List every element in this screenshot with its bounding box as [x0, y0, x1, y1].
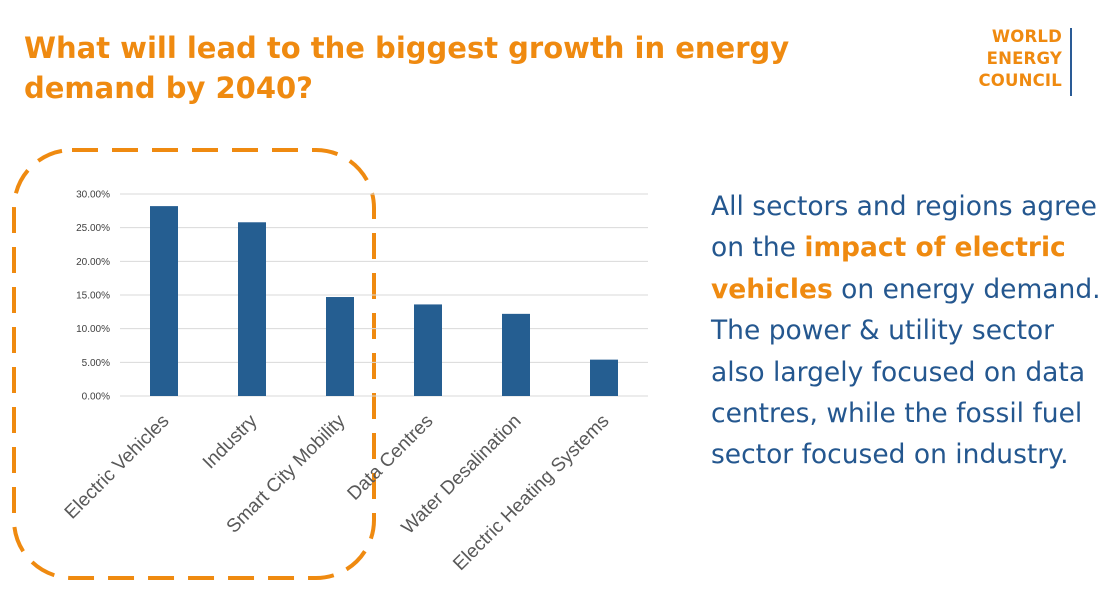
page-title: What will lead to the biggest growth in …: [24, 28, 864, 108]
y-tick-label: 15.00%: [76, 291, 110, 302]
y-tick-label: 20.00%: [76, 257, 110, 268]
title-line-2: demand by 2040?: [24, 71, 314, 105]
gridlines: [120, 193, 648, 397]
bar: [414, 304, 442, 396]
bars: [150, 206, 618, 396]
x-tick-label: Data Centres: [344, 411, 438, 505]
logo-divider: [1069, 28, 1072, 96]
bar: [590, 359, 618, 396]
y-axis-ticks: 0.00% 5.00% 10.00% 15.00% 20.00% 25.00% 30.00%: [76, 190, 110, 403]
logo-line-world: WORLD: [991, 27, 1062, 46]
logo-line-council: COUNCIL: [978, 71, 1062, 90]
bar: [238, 222, 266, 396]
summary-text: All sectors and regions agree on the imp…: [711, 186, 1101, 476]
bar-chart: 0.00% 5.00% 10.00% 15.00% 20.00% 25.00% 30.00%…: [0, 130, 680, 608]
summary-part-2: on energy demand. The power & utility se…: [711, 273, 1101, 471]
x-tick-label: Electric Heating Systems: [449, 411, 613, 575]
bar: [502, 313, 530, 396]
bar-chart-svg: 0.00% 5.00% 10.00% 15.00% 20.00% 25.00% 30.00%…: [12, 148, 648, 580]
bar: [326, 297, 354, 396]
world-energy-council-logo: WORLD ENERGY COUNCIL: [952, 26, 1076, 98]
x-tick-label: Electric Vehicles: [61, 411, 174, 524]
title-line-1: What will lead to the biggest growth in …: [24, 31, 790, 65]
summary-highlight: impact of electric vehicles: [711, 232, 1066, 305]
y-tick-label: 10.00%: [76, 324, 110, 335]
summary-part-1: All sectors and regions agree on the: [711, 191, 1097, 264]
logo-text: WORLD ENERGY COUNCIL: [978, 26, 1062, 92]
x-tick-label: Industry: [199, 410, 262, 473]
highlight-dashed-box: [12, 148, 376, 580]
y-tick-label: 5.00%: [82, 358, 110, 369]
y-tick-label: 25.00%: [76, 223, 110, 234]
y-tick-label: 0.00%: [82, 392, 110, 403]
bar: [150, 206, 178, 396]
logo-line-energy: ENERGY: [986, 49, 1062, 68]
y-tick-label: 30.00%: [76, 190, 110, 201]
